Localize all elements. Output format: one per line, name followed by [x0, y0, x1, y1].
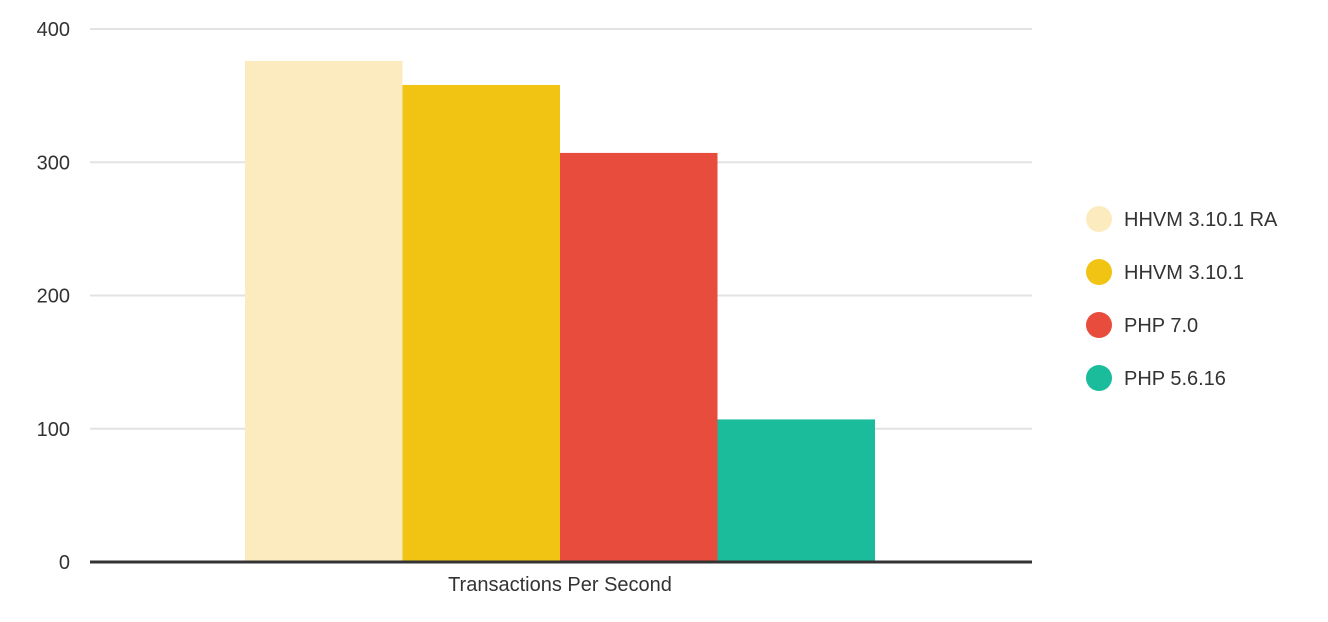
legend-item: PHP 5.6.16 — [1086, 365, 1226, 391]
y-tick-label: 400 — [37, 19, 70, 41]
legend-label: PHP 7.0 — [1124, 315, 1198, 337]
legend-swatch — [1086, 206, 1112, 232]
y-tick-label: 200 — [37, 286, 70, 308]
y-tick-label: 300 — [37, 152, 70, 174]
legend-label: HHVM 3.10.1 — [1124, 262, 1244, 284]
legend-swatch — [1086, 312, 1112, 338]
bar-php-5-6-16 — [717, 419, 875, 562]
legend-label: PHP 5.6.16 — [1124, 368, 1226, 390]
legend-item: HHVM 3.10.1 RA — [1086, 206, 1278, 232]
bar-php-7-0 — [560, 152, 718, 563]
legend-label: HHVM 3.10.1 RA — [1124, 209, 1278, 231]
y-tick-label: 100 — [37, 419, 70, 441]
bar-hhvm-3-10-1-ra — [245, 60, 403, 562]
x-category-label: Transactions Per Second — [448, 574, 672, 596]
y-axis-ticks: 0 100 200 300 400 — [37, 19, 70, 574]
bar-hhvm-3-10-1 — [402, 84, 560, 562]
y-tick-label: 0 — [59, 552, 70, 574]
legend-item: HHVM 3.10.1 — [1086, 259, 1244, 285]
legend-item: PHP 7.0 — [1086, 312, 1198, 338]
legend-swatch — [1086, 365, 1112, 391]
legend-swatch — [1086, 259, 1112, 285]
bars — [245, 60, 875, 563]
x-axis-category-labels: Transactions Per Second — [448, 574, 672, 596]
legend: HHVM 3.10.1 RA HHVM 3.10.1 PHP 7.0 PHP 5.6.… — [1086, 206, 1278, 391]
